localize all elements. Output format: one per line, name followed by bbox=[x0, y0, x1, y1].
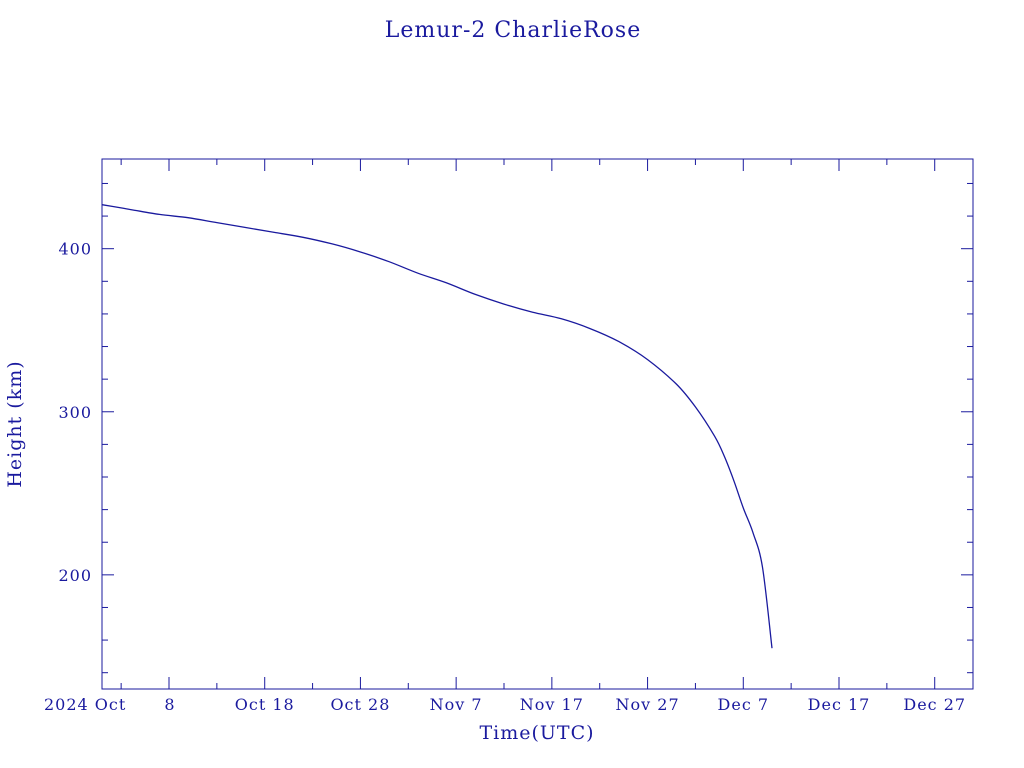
x-tick-label: Nov 17 bbox=[520, 695, 584, 714]
x-tick-label: 8 bbox=[164, 695, 175, 714]
axis-tick-labels: 2024 Oct 8 Oct 18 Oct 28 Nov 7 Nov 17 Nov 27 De… bbox=[44, 240, 966, 714]
y-axis-label: Height (km) bbox=[4, 360, 26, 487]
x-axis-label: Time(UTC) bbox=[479, 722, 594, 744]
x-tick-label: Nov 27 bbox=[616, 695, 680, 714]
x-tick-label: Oct 18 bbox=[235, 695, 295, 714]
x-tick-label: Dec 27 bbox=[903, 695, 966, 714]
y-tick-label: 200 bbox=[58, 566, 92, 585]
axis-ticks bbox=[102, 159, 973, 689]
chart-title: Lemur-2 CharlieRose bbox=[385, 18, 641, 43]
x-tick-label: 2024 Oct bbox=[44, 695, 126, 714]
x-tick-label: Dec 17 bbox=[808, 695, 871, 714]
y-tick-label: 300 bbox=[58, 403, 92, 422]
height-series-line bbox=[101, 204, 773, 649]
y-tick-label: 400 bbox=[58, 240, 92, 259]
x-tick-label: Dec 7 bbox=[718, 695, 770, 714]
x-tick-label: Oct 28 bbox=[330, 695, 390, 714]
x-tick-label: Nov 7 bbox=[430, 695, 483, 714]
plot-frame bbox=[101, 158, 974, 690]
